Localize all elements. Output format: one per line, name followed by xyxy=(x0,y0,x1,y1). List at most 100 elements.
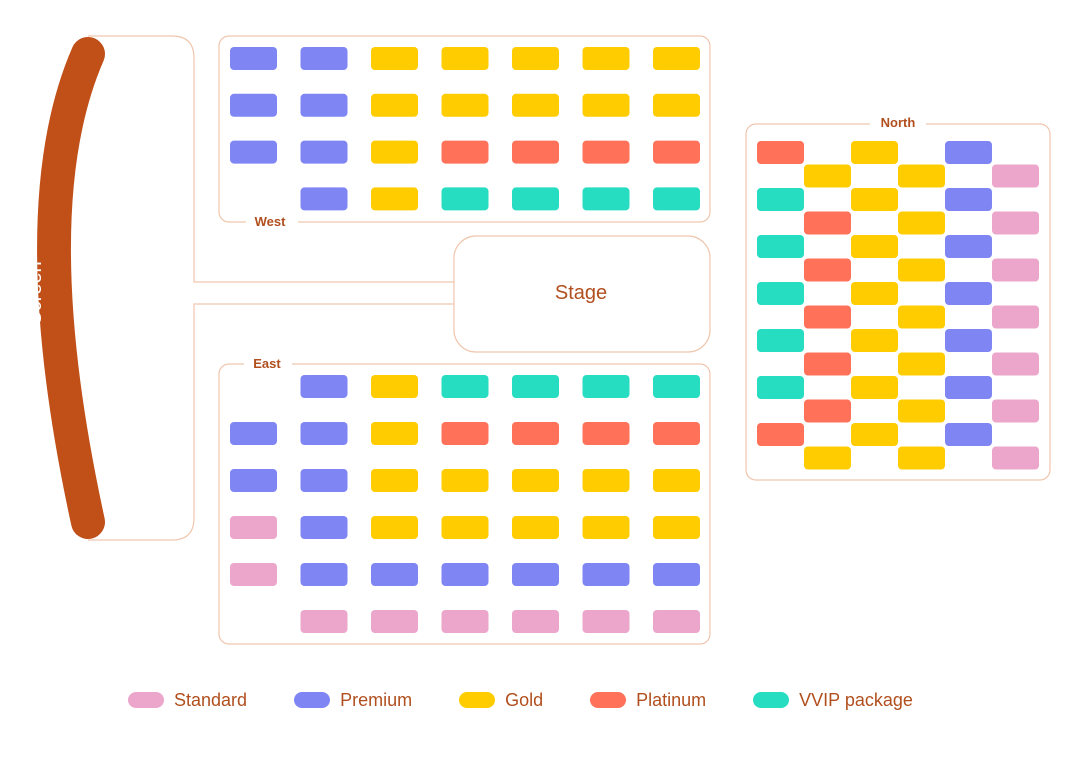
west-seat-r1-c3[interactable] xyxy=(371,47,418,70)
north-seat-r6-c3[interactable] xyxy=(992,258,1039,282)
east-seat-r2-c6[interactable] xyxy=(582,422,630,445)
east-seat-r6-c2[interactable] xyxy=(300,610,348,633)
north-seat-r2-c1[interactable] xyxy=(804,164,851,188)
north-seat-r12-c3[interactable] xyxy=(992,399,1039,423)
east-seat-r1-c3[interactable] xyxy=(371,375,418,398)
north-seat-r12-c2[interactable] xyxy=(898,399,945,423)
west-seat-r3-c7[interactable] xyxy=(653,140,700,164)
west-seat-r1-c6[interactable] xyxy=(582,47,630,70)
north-seat-r5-c2[interactable] xyxy=(851,235,898,258)
east-seat-r3-c4[interactable] xyxy=(441,469,489,492)
west-seat-r1-c2[interactable] xyxy=(300,47,348,70)
east-seat-r5-c1[interactable] xyxy=(230,563,277,586)
west-seat-r3-c3[interactable] xyxy=(371,140,418,164)
east-seat-r4-c3[interactable] xyxy=(371,516,418,539)
east-seat-r5-c2[interactable] xyxy=(300,563,348,586)
east-seat-r5-c5[interactable] xyxy=(512,563,559,586)
north-seat-r4-c2[interactable] xyxy=(898,211,945,235)
north-seat-r12-c1[interactable] xyxy=(804,399,851,423)
east-seat-r5-c6[interactable] xyxy=(582,563,630,586)
west-seat-r2-c7[interactable] xyxy=(653,93,700,117)
east-seat-r4-c2[interactable] xyxy=(300,516,348,539)
west-seat-r2-c5[interactable] xyxy=(512,93,559,117)
east-seat-r1-c2[interactable] xyxy=(300,375,348,398)
north-seat-r13-c1[interactable] xyxy=(757,423,804,446)
west-seat-r2-c6[interactable] xyxy=(582,93,630,117)
north-seat-r5-c3[interactable] xyxy=(945,235,992,258)
east-seat-r6-c4[interactable] xyxy=(441,610,489,633)
north-seat-r2-c2[interactable] xyxy=(898,164,945,188)
west-seat-r3-c4[interactable] xyxy=(441,140,489,164)
east-seat-r6-c6[interactable] xyxy=(582,610,630,633)
north-seat-r8-c2[interactable] xyxy=(898,305,945,329)
north-seat-r2-c3[interactable] xyxy=(992,164,1039,188)
east-seat-r2-c1[interactable] xyxy=(230,422,277,445)
east-seat-r5-c4[interactable] xyxy=(441,563,489,586)
west-seat-r1-c1[interactable] xyxy=(230,47,277,70)
east-seat-r3-c5[interactable] xyxy=(512,469,559,492)
north-seat-r7-c1[interactable] xyxy=(757,282,804,305)
north-seat-r6-c2[interactable] xyxy=(898,258,945,282)
north-seat-r8-c3[interactable] xyxy=(992,305,1039,329)
east-seat-r2-c7[interactable] xyxy=(653,422,700,445)
north-seat-r3-c1[interactable] xyxy=(757,188,804,211)
north-seat-r14-c1[interactable] xyxy=(804,446,851,470)
west-seat-r1-c4[interactable] xyxy=(441,47,489,70)
west-seat-r3-c1[interactable] xyxy=(230,140,277,164)
west-seat-r4-c7[interactable] xyxy=(653,187,700,211)
north-seat-r3-c3[interactable] xyxy=(945,188,992,211)
east-seat-r6-c5[interactable] xyxy=(512,610,559,633)
east-seat-r6-c3[interactable] xyxy=(371,610,418,633)
north-seat-r9-c2[interactable] xyxy=(851,329,898,352)
west-seat-r2-c2[interactable] xyxy=(300,93,348,117)
west-seat-r1-c7[interactable] xyxy=(653,47,700,70)
north-seat-r6-c1[interactable] xyxy=(804,258,851,282)
east-seat-r2-c4[interactable] xyxy=(441,422,489,445)
north-seat-r4-c1[interactable] xyxy=(804,211,851,235)
east-seat-r4-c5[interactable] xyxy=(512,516,559,539)
east-seat-r3-c6[interactable] xyxy=(582,469,630,492)
north-seat-r7-c3[interactable] xyxy=(945,282,992,305)
west-seat-r3-c6[interactable] xyxy=(582,140,630,164)
north-seat-r4-c3[interactable] xyxy=(992,211,1039,235)
north-seat-r14-c2[interactable] xyxy=(898,446,945,470)
east-seat-r5-c3[interactable] xyxy=(371,563,418,586)
north-seat-r13-c2[interactable] xyxy=(851,423,898,446)
east-seat-r2-c2[interactable] xyxy=(300,422,348,445)
north-seat-r10-c3[interactable] xyxy=(992,352,1039,376)
west-seat-r4-c5[interactable] xyxy=(512,187,559,211)
east-seat-r2-c3[interactable] xyxy=(371,422,418,445)
west-seat-r4-c2[interactable] xyxy=(300,187,348,211)
west-seat-r3-c5[interactable] xyxy=(512,140,559,164)
west-seat-r2-c1[interactable] xyxy=(230,93,277,117)
east-seat-r4-c1[interactable] xyxy=(230,516,277,539)
north-seat-r10-c1[interactable] xyxy=(804,352,851,376)
west-seat-r4-c6[interactable] xyxy=(582,187,630,211)
east-seat-r4-c4[interactable] xyxy=(441,516,489,539)
north-seat-r10-c2[interactable] xyxy=(898,352,945,376)
north-seat-r1-c1[interactable] xyxy=(757,141,804,164)
east-seat-r6-c7[interactable] xyxy=(653,610,700,633)
east-seat-r4-c7[interactable] xyxy=(653,516,700,539)
north-seat-r11-c2[interactable] xyxy=(851,376,898,399)
west-seat-r3-c2[interactable] xyxy=(300,140,348,164)
north-seat-r14-c3[interactable] xyxy=(992,446,1039,470)
east-seat-r3-c1[interactable] xyxy=(230,469,277,492)
north-seat-r7-c2[interactable] xyxy=(851,282,898,305)
west-seat-r4-c4[interactable] xyxy=(441,187,489,211)
north-seat-r11-c1[interactable] xyxy=(757,376,804,399)
east-seat-r5-c7[interactable] xyxy=(653,563,700,586)
east-seat-r2-c5[interactable] xyxy=(512,422,559,445)
east-seat-r4-c6[interactable] xyxy=(582,516,630,539)
east-seat-r1-c4[interactable] xyxy=(441,375,489,398)
north-seat-r1-c3[interactable] xyxy=(945,141,992,164)
north-seat-r3-c2[interactable] xyxy=(851,188,898,211)
east-seat-r3-c7[interactable] xyxy=(653,469,700,492)
west-seat-r2-c3[interactable] xyxy=(371,93,418,117)
west-seat-r1-c5[interactable] xyxy=(512,47,559,70)
east-seat-r3-c2[interactable] xyxy=(300,469,348,492)
north-seat-r9-c1[interactable] xyxy=(757,329,804,352)
north-seat-r11-c3[interactable] xyxy=(945,376,992,399)
west-seat-r2-c4[interactable] xyxy=(441,93,489,117)
north-seat-r8-c1[interactable] xyxy=(804,305,851,329)
